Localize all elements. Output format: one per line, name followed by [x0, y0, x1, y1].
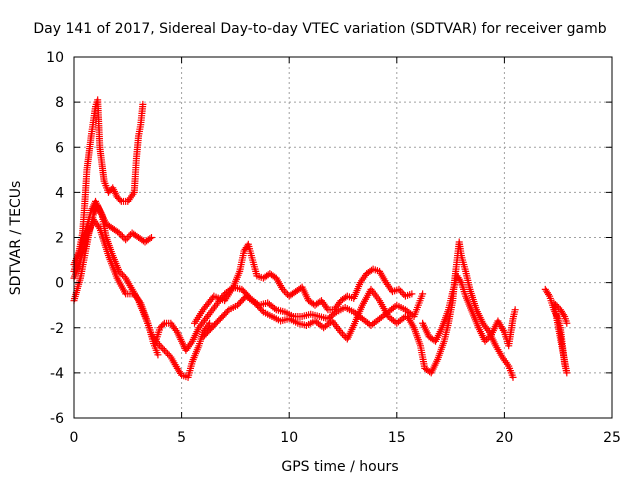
data-point	[160, 346, 168, 354]
data-point	[563, 319, 571, 327]
x-axis-label: GPS time / hours	[281, 459, 398, 475]
x-tick-label: 25	[603, 430, 621, 446]
y-tick-label: 0	[55, 276, 64, 292]
data-point	[206, 319, 214, 327]
y-tick-label: 8	[55, 95, 64, 111]
data-point	[552, 301, 560, 309]
y-tick-label: 6	[55, 140, 64, 156]
data-point	[486, 332, 494, 340]
chart-title: Day 141 of 2017, Sidereal Day-to-day VTE…	[33, 21, 606, 37]
data-point	[395, 285, 403, 293]
data-point	[164, 350, 172, 358]
data-point	[120, 272, 128, 280]
data-point	[419, 290, 427, 298]
data-point	[484, 334, 492, 342]
y-tick-label: -6	[50, 411, 64, 427]
y-tick-label: -2	[50, 321, 64, 337]
data-point	[408, 290, 416, 298]
y-tick-label: 2	[55, 231, 64, 247]
data-point	[282, 289, 290, 297]
data-point	[224, 307, 232, 315]
data-point	[560, 311, 568, 319]
data-point	[159, 345, 167, 353]
data-point	[271, 304, 279, 312]
data-point	[397, 287, 405, 295]
data-point	[118, 232, 126, 240]
data-point	[157, 343, 165, 351]
data-point	[337, 328, 345, 336]
data-point	[147, 234, 155, 241]
data-point	[400, 290, 408, 298]
data-point	[115, 267, 123, 275]
data-point	[338, 330, 346, 338]
data-point	[122, 236, 130, 244]
data-point	[258, 306, 266, 314]
data-point	[165, 351, 173, 359]
x-tick-label: 0	[70, 430, 79, 446]
data-point	[116, 196, 124, 204]
y-tick-label: 10	[46, 50, 64, 66]
data-point	[280, 287, 288, 295]
data-point	[117, 269, 125, 277]
data-point	[154, 351, 162, 359]
y-axis-label: SDTVAR / TECUs	[8, 181, 24, 296]
axis-ticks: 0 5 10 15 20 25 -6 -4 -2 0 2 4 6 8 10	[46, 50, 621, 446]
data-point	[550, 299, 558, 307]
y-tick-label: 4	[55, 185, 64, 201]
data-point	[481, 337, 489, 345]
data-point	[511, 306, 519, 314]
data-point	[156, 341, 164, 349]
x-tick-label: 20	[495, 430, 513, 446]
data-point	[162, 348, 170, 356]
data-point	[117, 231, 125, 239]
x-tick-label: 5	[177, 430, 186, 446]
data-marks	[70, 96, 571, 381]
y-tick-label: -4	[50, 366, 64, 382]
data-point	[123, 234, 131, 242]
data-point	[553, 302, 561, 310]
data-point	[115, 229, 123, 237]
data-point	[146, 235, 154, 243]
data-point	[159, 321, 167, 329]
data-point	[483, 336, 491, 344]
data-point	[456, 277, 464, 285]
data-point	[545, 290, 553, 298]
data-point	[398, 289, 406, 297]
x-tick-label: 10	[280, 430, 298, 446]
data-point	[139, 100, 147, 108]
x-tick-label: 15	[388, 430, 406, 446]
data-point	[279, 285, 287, 293]
data-point	[509, 373, 517, 381]
data-point	[125, 232, 133, 240]
data-point	[118, 271, 126, 279]
